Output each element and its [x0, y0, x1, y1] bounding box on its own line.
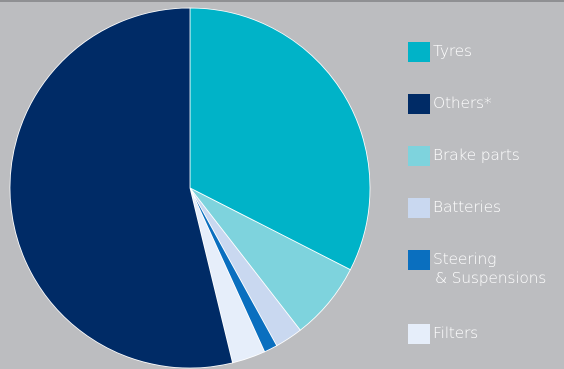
legend-label-text: Filters — [433, 324, 479, 342]
legend-swatch — [408, 146, 430, 166]
legend-label-text: Steering — [433, 250, 497, 268]
legend-label-text: Others* — [433, 94, 492, 112]
legend-item: Steering & Suspensions — [408, 250, 546, 288]
legend-item: Brake parts — [408, 146, 520, 166]
legend-swatch — [408, 42, 430, 62]
legend-label-text-line2: & Suspensions — [435, 269, 547, 287]
legend-swatch — [408, 324, 430, 344]
legend-label: Brake parts — [433, 146, 520, 165]
legend-label-text: Batteries — [433, 198, 501, 216]
legend-item: Tyres — [408, 42, 472, 62]
legend-swatch — [408, 250, 430, 270]
pie-slice-others — [9, 7, 234, 369]
legend-label: Steering & Suspensions — [433, 250, 546, 288]
legend-label: Tyres — [433, 42, 472, 61]
legend-label: Batteries — [433, 198, 501, 217]
legend-swatch — [408, 198, 430, 218]
pie-slices — [9, 7, 371, 369]
pie-slice-tyres — [189, 7, 371, 271]
legend-item: Filters — [408, 324, 478, 344]
legend-label-text: Tyres — [433, 42, 472, 60]
legend-label: Filters — [433, 324, 478, 343]
legend-item: Batteries — [408, 198, 501, 218]
legend-swatch — [408, 94, 430, 114]
legend-label-text: Brake parts — [433, 146, 520, 164]
legend-label: Others* — [433, 94, 492, 113]
legend-item: Others* — [408, 94, 492, 114]
